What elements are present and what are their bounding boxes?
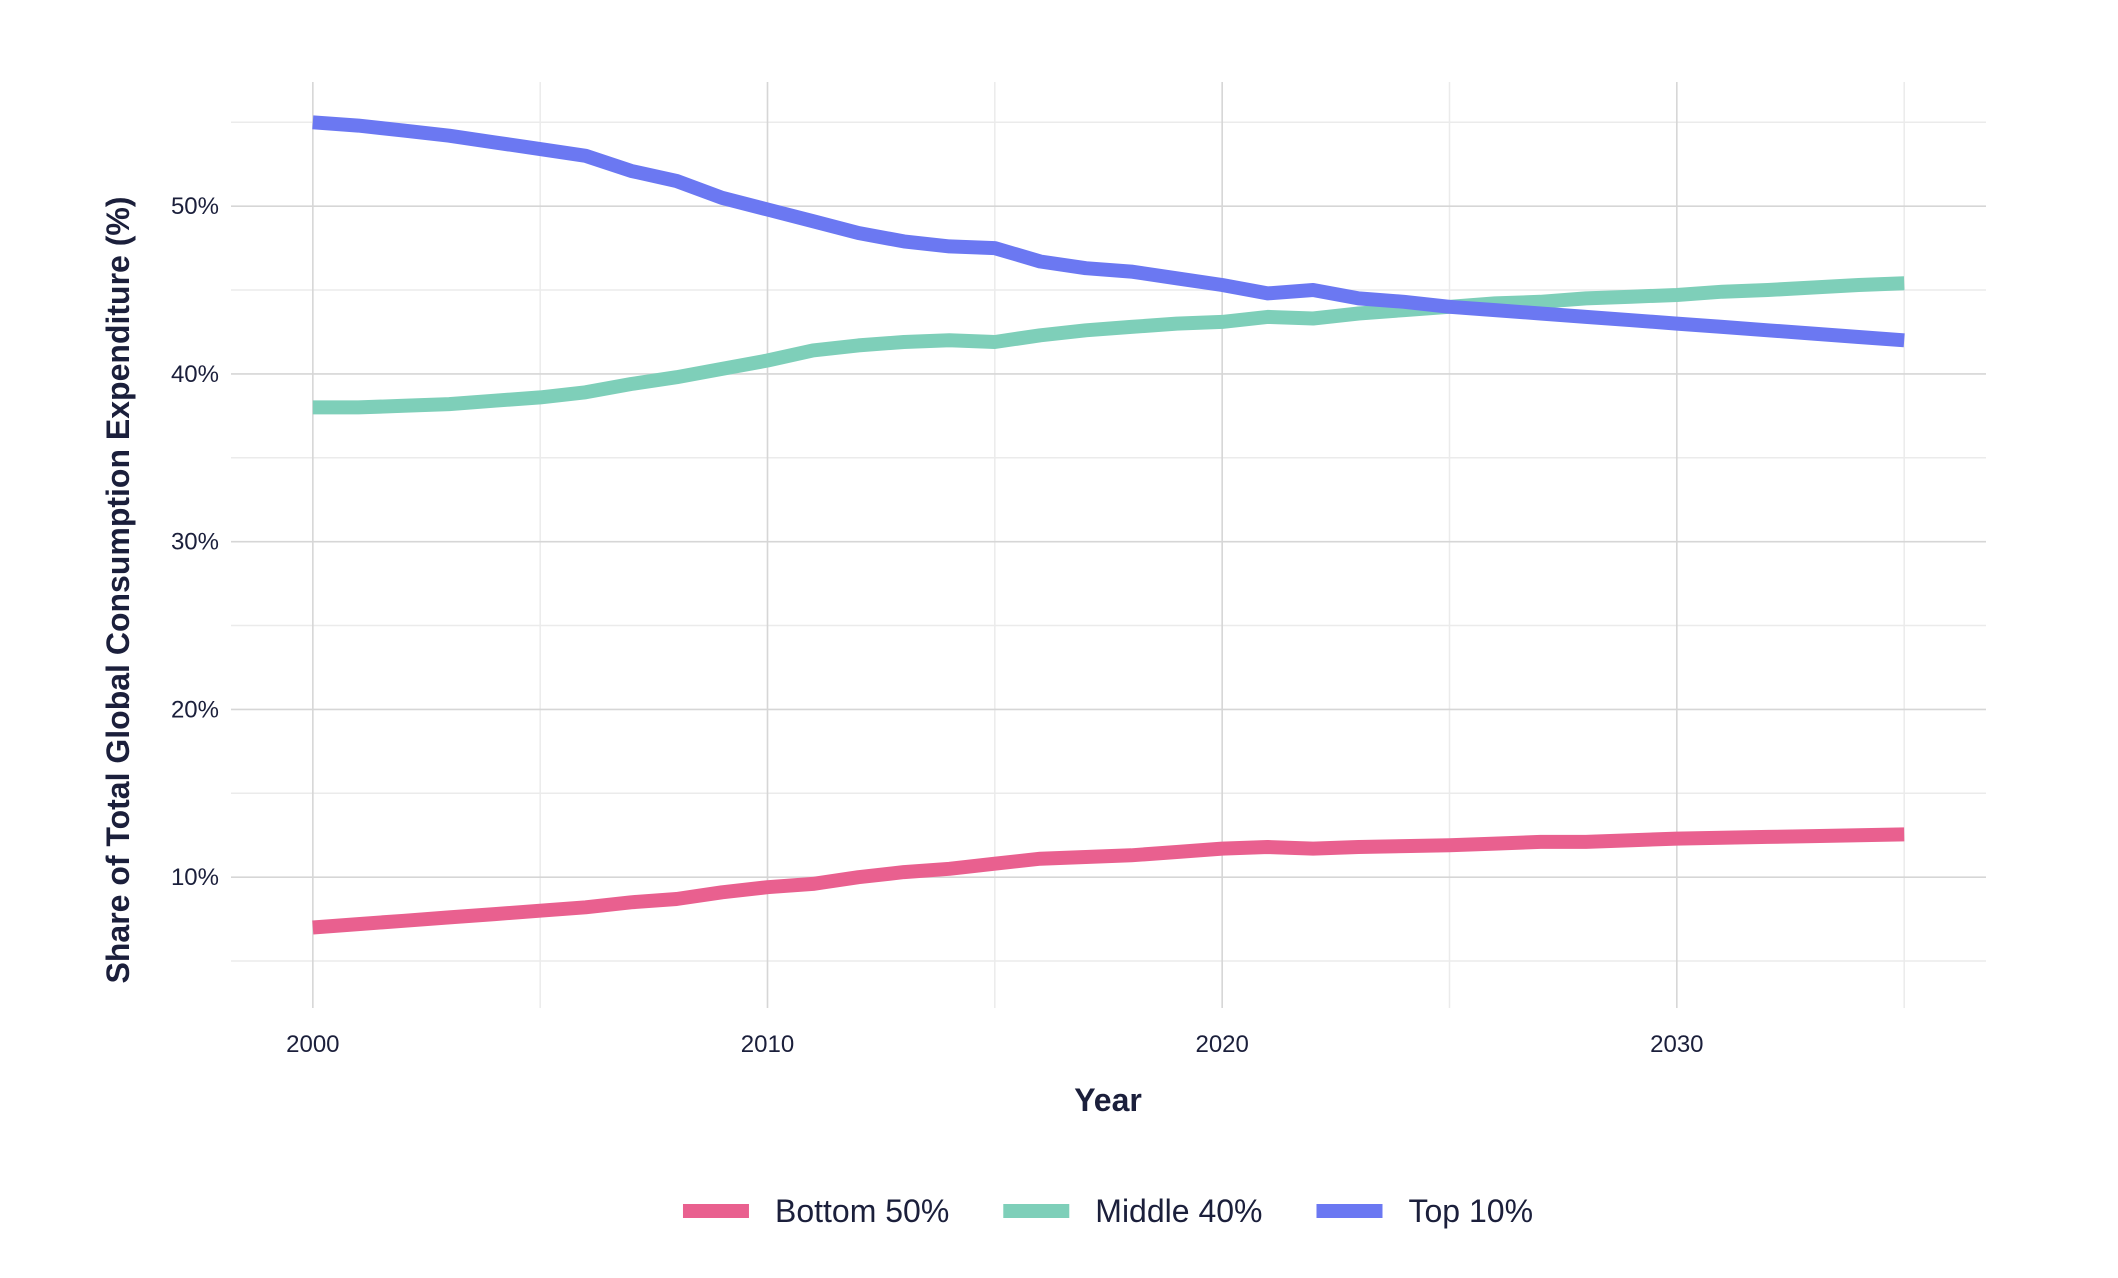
legend-label: Top 10%: [1408, 1193, 1533, 1229]
minor-grid: [231, 82, 1986, 1008]
x-tick-label: 2000: [286, 1031, 339, 1058]
series-lines: [312, 115, 1905, 935]
x-tick-labels: 2000 2010 2020 2030: [286, 1031, 1703, 1058]
major-grid: [231, 82, 1986, 1008]
legend-item-bottom-50: Bottom 50%: [682, 1193, 949, 1229]
x-tick-label: 2010: [741, 1031, 794, 1058]
legend-item-middle-40: Middle 40%: [1003, 1193, 1262, 1229]
series-line-top-10: [312, 115, 1905, 348]
x-axis-title: Year: [1074, 1082, 1142, 1118]
y-axis-title: Share of Total Global Consumption Expend…: [100, 197, 136, 984]
x-tick-label: 2020: [1195, 1031, 1248, 1058]
series-line-bottom-50: [312, 827, 1905, 935]
y-tick-label: 20%: [171, 696, 219, 723]
series-line-middle-40: [312, 276, 1905, 415]
legend-item-top-10: Top 10%: [1316, 1193, 1533, 1229]
x-tick-label: 2030: [1650, 1031, 1703, 1058]
y-tick-label: 50%: [171, 193, 219, 220]
y-tick-label: 30%: [171, 529, 219, 556]
y-tick-labels: 10% 20% 30% 40% 50%: [171, 193, 219, 891]
legend: Bottom 50% Middle 40% Top 10%: [682, 1193, 1533, 1229]
y-tick-label: 40%: [171, 361, 219, 388]
legend-label: Middle 40%: [1095, 1193, 1262, 1229]
y-tick-label: 10%: [171, 864, 219, 891]
legend-label: Bottom 50%: [775, 1193, 949, 1229]
